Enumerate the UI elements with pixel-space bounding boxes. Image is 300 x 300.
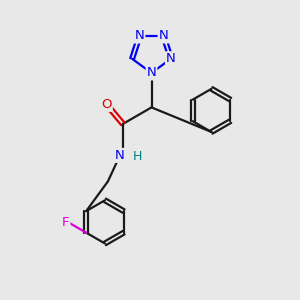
Text: N: N — [115, 149, 125, 162]
Text: N: N — [159, 29, 168, 43]
Text: N: N — [147, 66, 156, 80]
Text: N: N — [166, 52, 176, 65]
Text: N: N — [135, 29, 144, 43]
Text: F: F — [62, 216, 69, 229]
Text: O: O — [101, 98, 112, 111]
Text: H: H — [133, 150, 142, 164]
